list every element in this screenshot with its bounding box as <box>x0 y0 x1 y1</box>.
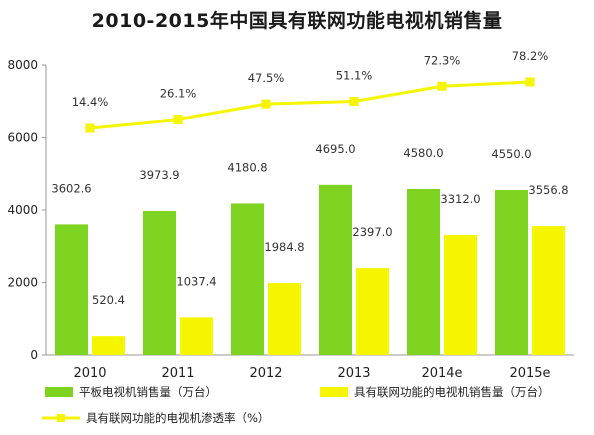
bar-smart-tv-label-2011: 1037.4 <box>176 274 216 288</box>
y-tick-label-1: 2000 <box>7 276 38 290</box>
legend-swatch-smart-tv <box>320 387 348 397</box>
bar-flat-tv-label-2011: 3973.9 <box>139 168 179 182</box>
chart-title: 2010-2015年中国具有联网功能电视机销售量 <box>91 10 503 32</box>
y-tick-label-0: 0 <box>30 348 38 362</box>
line-label-2011: 26.1% <box>160 87 197 101</box>
x-tick-label-2010: 2010 <box>73 366 106 381</box>
bar-flat-tv-label-2015e: 4550.0 <box>491 147 531 161</box>
x-tick-label-2011: 2011 <box>161 366 194 381</box>
line-point-2015e <box>525 77 535 87</box>
bar-smart-tv-2013 <box>356 268 389 355</box>
x-tick-label-2012: 2012 <box>249 366 282 381</box>
x-tick-label-2014e: 2014e <box>421 366 462 381</box>
line-label-2012: 47.5% <box>248 71 285 85</box>
bar-smart-tv-label-2015e: 3556.8 <box>528 183 568 197</box>
bar-smart-tv-2010 <box>92 336 125 355</box>
line-label-2015e: 78.2% <box>512 49 549 63</box>
bar-flat-tv-2010 <box>55 224 88 355</box>
x-tick-label-2013: 2013 <box>337 366 370 381</box>
bar-smart-tv-2014e <box>444 234 477 355</box>
legend-swatch-penetration-marker <box>57 414 65 422</box>
bar-flat-tv-label-2013: 4695.0 <box>315 142 355 156</box>
legend-label-flat-tv: 平板电视机销售量（万台） <box>79 385 217 399</box>
bar-flat-tv-2011 <box>143 210 176 355</box>
y-tick-label-4: 8000 <box>7 58 38 72</box>
bar-flat-tv-2014e <box>407 188 440 355</box>
line-label-2010: 14.4% <box>72 95 109 109</box>
bar-flat-tv-2015e <box>495 190 528 355</box>
line-point-2013 <box>349 97 359 107</box>
y-tick-label-3: 6000 <box>7 131 38 145</box>
bar-flat-tv-label-2012: 4180.8 <box>227 160 267 174</box>
legend-label-smart-tv: 具有联网功能的电视机销售量（万台） <box>354 385 550 399</box>
bar-smart-tv-2015e <box>532 226 565 355</box>
bar-smart-tv-label-2013: 2397.0 <box>352 225 392 239</box>
legend-swatch-flat-tv <box>45 387 73 397</box>
bar-flat-tv-label-2010: 3602.6 <box>51 181 91 195</box>
bar-smart-tv-2012 <box>268 283 301 355</box>
line-point-2014e <box>437 81 447 91</box>
line-label-2014e: 72.3% <box>424 53 461 67</box>
bar-smart-tv-label-2014e: 3312.0 <box>440 192 480 206</box>
bar-smart-tv-label-2012: 1984.8 <box>264 240 304 254</box>
line-point-2012 <box>261 99 271 109</box>
legend-label-penetration: 具有联网功能的电视机渗透率（%） <box>86 411 269 425</box>
line-point-2011 <box>173 115 183 125</box>
bar-flat-tv-2012 <box>231 203 264 355</box>
line-penetration <box>89 80 531 130</box>
bar-flat-tv-label-2014e: 4580.0 <box>403 146 443 160</box>
line-point-2010 <box>85 123 95 133</box>
y-tick-label-2: 4000 <box>7 203 38 217</box>
bar-flat-tv-2013 <box>319 184 352 355</box>
bar-smart-tv-label-2010: 520.4 <box>92 293 125 307</box>
bar-smart-tv-2011 <box>180 317 213 355</box>
x-tick-label-2015e: 2015e <box>509 366 550 381</box>
line-label-2013: 51.1% <box>336 69 373 83</box>
